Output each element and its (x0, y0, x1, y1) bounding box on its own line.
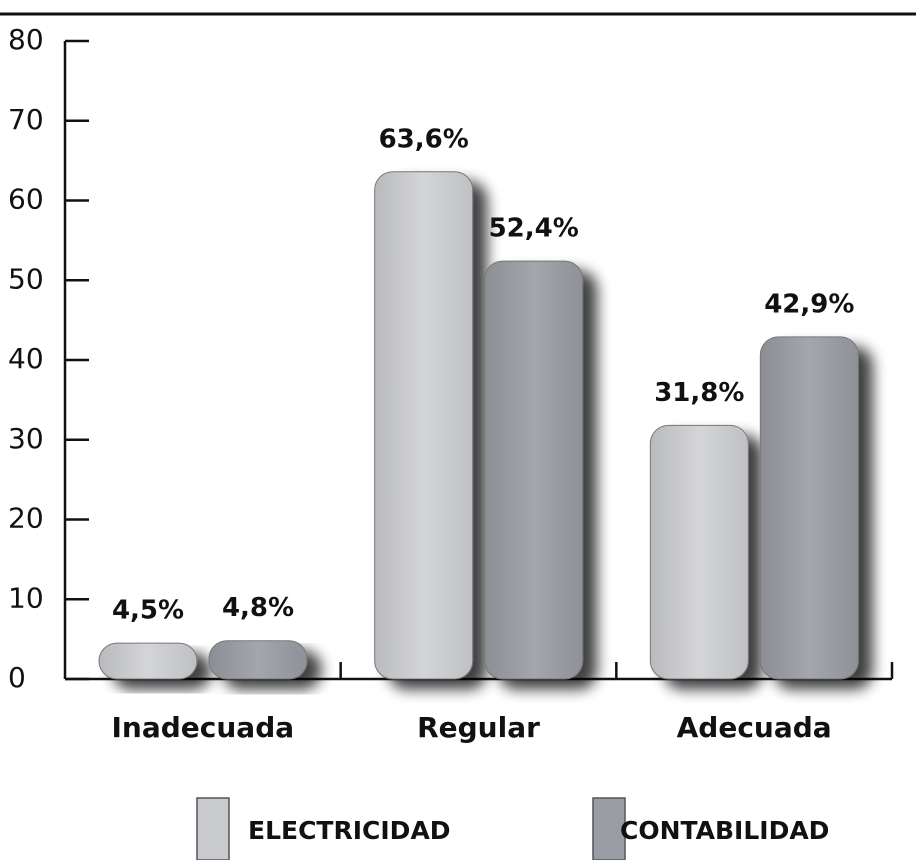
value-label: 42,9% (764, 289, 854, 319)
bar (374, 171, 474, 680)
legend-label: ELECTRICIDAD (248, 816, 451, 845)
y-tick-label: 20 (8, 502, 44, 535)
bar (98, 642, 198, 680)
legend-swatch (196, 797, 230, 860)
y-tick-label: 50 (8, 262, 44, 295)
value-label: 52,4% (489, 214, 579, 244)
bar (208, 640, 308, 680)
y-tick-label: 0 (8, 661, 26, 694)
value-label: 31,8% (654, 378, 744, 408)
x-tick-label: Regular (417, 711, 540, 744)
y-tick-label: 10 (8, 581, 44, 614)
bar (484, 260, 584, 680)
value-label: 63,6% (379, 124, 469, 154)
y-tick-label: 70 (8, 103, 44, 136)
y-tick-label: 30 (8, 422, 44, 455)
value-label: 4,8% (222, 593, 294, 623)
y-tick-label: 80 (8, 23, 44, 56)
x-tick-label: Inadecuada (112, 711, 295, 744)
y-tick-label: 60 (8, 183, 44, 216)
value-label: 4,5% (112, 596, 184, 626)
x-tick-label: Adecuada (677, 711, 832, 744)
bar (649, 424, 749, 680)
legend-swatch (592, 797, 626, 860)
y-tick-label: 40 (8, 342, 44, 375)
legend-label: CONTABILIDAD (620, 816, 829, 845)
bar (759, 336, 859, 680)
